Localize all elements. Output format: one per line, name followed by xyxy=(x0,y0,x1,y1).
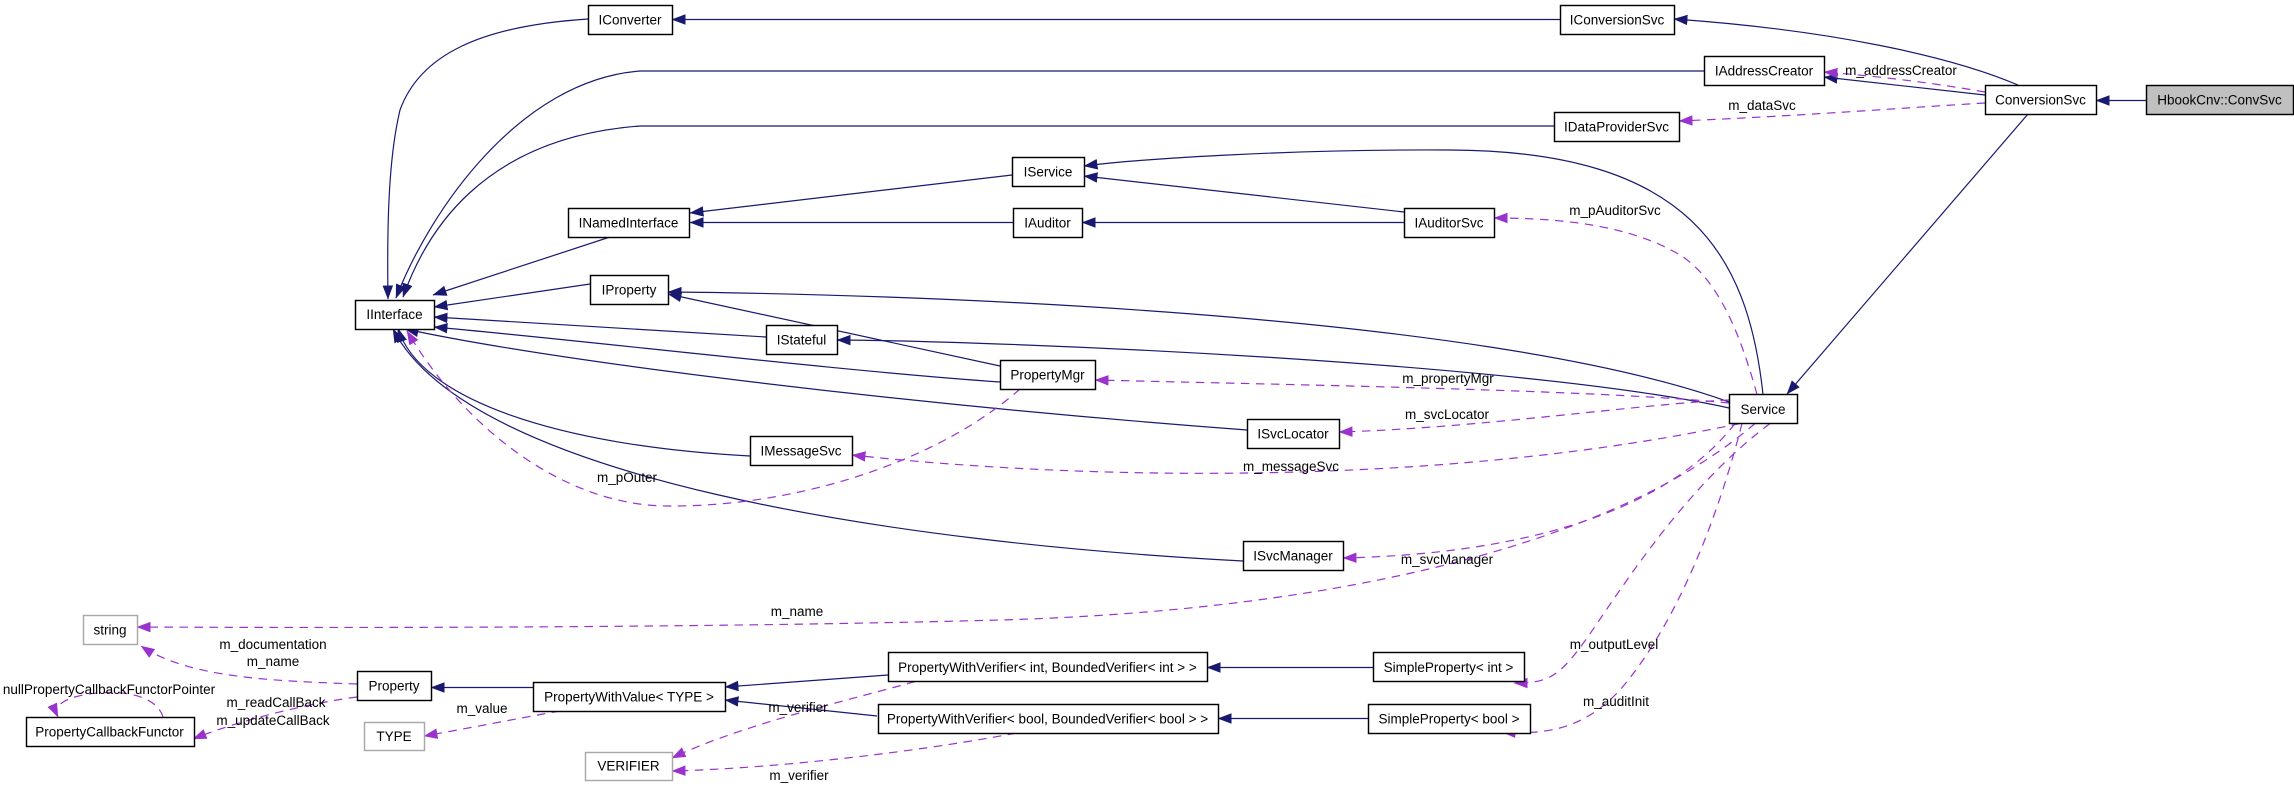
svg-text:PropertyMgr: PropertyMgr xyxy=(1010,368,1085,383)
svg-text:PropertyWithVerifier< bool, Bo: PropertyWithVerifier< bool, BoundedVerif… xyxy=(887,712,1208,727)
svg-text:ISvcLocator: ISvcLocator xyxy=(1257,427,1329,442)
svg-text:m_updateCallBack: m_updateCallBack xyxy=(216,713,330,728)
svg-text:PropertyWithValue< TYPE >: PropertyWithValue< TYPE > xyxy=(544,690,714,705)
svg-text:Property: Property xyxy=(368,679,419,694)
svg-text:m_addressCreator: m_addressCreator xyxy=(1845,63,1957,78)
svg-text:m_dataSvc: m_dataSvc xyxy=(1728,98,1796,113)
svg-text:m_readCallBack: m_readCallBack xyxy=(226,695,325,710)
svg-text:VERIFIER: VERIFIER xyxy=(597,759,660,774)
svg-text:ConversionSvc: ConversionSvc xyxy=(1995,93,2086,108)
svg-text:IAuditorSvc: IAuditorSvc xyxy=(1414,216,1483,231)
svg-text:IDataProviderSvc: IDataProviderSvc xyxy=(1564,120,1669,135)
svg-text:IConversionSvc: IConversionSvc xyxy=(1570,13,1665,28)
svg-text:m_pOuter: m_pOuter xyxy=(597,470,658,485)
svg-text:m_verifier: m_verifier xyxy=(769,768,829,783)
svg-text:Service: Service xyxy=(1740,402,1785,417)
svg-text:m_documentation: m_documentation xyxy=(219,637,326,652)
svg-text:m_value: m_value xyxy=(456,701,507,716)
svg-text:m_propertyMgr: m_propertyMgr xyxy=(1402,371,1494,386)
svg-text:HbookCnv::ConvSvc: HbookCnv::ConvSvc xyxy=(2157,93,2282,108)
svg-text:m_name: m_name xyxy=(247,654,300,669)
svg-text:m_outputLevel: m_outputLevel xyxy=(1570,637,1659,652)
svg-text:IService: IService xyxy=(1024,165,1073,180)
svg-text:IAuditor: IAuditor xyxy=(1024,216,1071,231)
svg-text:IStateful: IStateful xyxy=(777,333,827,348)
svg-text:INamedInterface: INamedInterface xyxy=(579,216,679,231)
svg-text:PropertyCallbackFunctor: PropertyCallbackFunctor xyxy=(35,725,184,740)
svg-text:IMessageSvc: IMessageSvc xyxy=(760,444,841,459)
svg-text:IConverter: IConverter xyxy=(598,13,662,28)
svg-text:m_pAuditorSvc: m_pAuditorSvc xyxy=(1569,203,1661,218)
svg-text:IProperty: IProperty xyxy=(602,283,657,298)
svg-text:m_name: m_name xyxy=(771,604,824,619)
svg-text:PropertyWithVerifier< int, Bou: PropertyWithVerifier< int, BoundedVerifi… xyxy=(898,660,1197,675)
svg-text:IAddressCreator: IAddressCreator xyxy=(1715,64,1814,79)
svg-text:m_verifier: m_verifier xyxy=(768,700,828,715)
svg-text:IInterface: IInterface xyxy=(366,307,422,322)
svg-text:TYPE: TYPE xyxy=(376,729,411,744)
svg-text:m_auditInit: m_auditInit xyxy=(1583,694,1649,709)
svg-text:m_svcManager: m_svcManager xyxy=(1401,552,1494,567)
svg-text:m_messageSvc: m_messageSvc xyxy=(1243,459,1339,474)
svg-text:string: string xyxy=(93,623,126,638)
svg-text:SimpleProperty< bool >: SimpleProperty< bool > xyxy=(1378,712,1519,727)
svg-text:nullPropertyCallbackFunctorPoi: nullPropertyCallbackFunctorPointer xyxy=(3,682,216,697)
svg-text:SimpleProperty< int >: SimpleProperty< int > xyxy=(1384,660,1514,675)
svg-text:ISvcManager: ISvcManager xyxy=(1253,549,1333,564)
svg-text:m_svcLocator: m_svcLocator xyxy=(1405,407,1490,422)
